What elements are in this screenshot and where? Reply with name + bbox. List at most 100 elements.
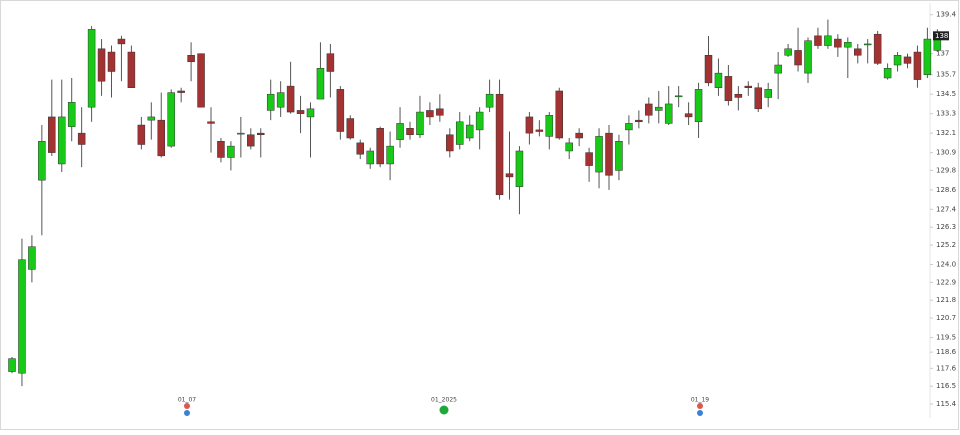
candle-body	[416, 111, 424, 136]
y-tick-label: 135.7	[936, 71, 956, 79]
candle-body	[495, 93, 504, 196]
candle-body	[694, 89, 703, 123]
candle-body	[684, 113, 693, 118]
candle-body	[97, 48, 106, 82]
event-icon	[439, 405, 449, 415]
candle-body	[127, 51, 136, 88]
candle-body	[585, 152, 593, 166]
y-tick-label: 132.1	[936, 129, 956, 137]
candle-body	[834, 38, 842, 48]
candle-body	[217, 141, 225, 158]
last-price-box	[933, 31, 949, 41]
y-tick-label: 128.6	[936, 186, 957, 194]
candle-body	[87, 29, 96, 108]
candle-body	[664, 103, 673, 124]
candle-body	[177, 90, 185, 93]
event-icon	[184, 403, 190, 409]
candle-body	[605, 132, 613, 176]
candle-body	[854, 48, 862, 56]
candle-body	[724, 76, 733, 101]
event-icon	[184, 410, 190, 416]
candle-body	[774, 64, 782, 74]
candle-body	[913, 51, 922, 80]
candle-body	[67, 102, 76, 127]
y-tick-label: 129.8	[936, 166, 956, 174]
candle-body	[38, 141, 46, 181]
candle-body	[615, 141, 623, 171]
y-tick-label: 121.8	[936, 296, 956, 304]
last-price-label: 138	[935, 32, 948, 40]
candle-body	[296, 110, 305, 114]
candle-body	[276, 92, 285, 108]
candle-body	[505, 173, 514, 178]
event-icon	[697, 410, 703, 416]
candle-body	[903, 56, 912, 64]
candle-body	[257, 132, 265, 136]
candle-body	[376, 128, 384, 165]
candle-body	[595, 136, 603, 173]
y-tick-label: 134.5	[936, 90, 956, 98]
candle-body	[396, 123, 404, 140]
candle-body	[625, 123, 633, 131]
y-tick-label: 116.5	[936, 382, 956, 390]
candle-body	[873, 33, 882, 64]
candle-body	[207, 121, 215, 124]
candle-body	[316, 68, 325, 100]
candle-body	[436, 108, 444, 116]
candle-body	[197, 53, 205, 108]
candle-body	[167, 92, 175, 147]
candle-body	[326, 53, 335, 72]
candle-body	[18, 259, 26, 374]
candle-body	[645, 103, 653, 116]
y-tick-label: 139.4	[936, 11, 957, 19]
candle-body	[844, 42, 852, 48]
candle-body	[655, 106, 663, 111]
y-tick-label: 122.9	[936, 278, 956, 286]
y-tick-label: 126.3	[936, 223, 956, 231]
y-tick-label: 133.3	[936, 110, 956, 118]
candle-body	[794, 50, 802, 66]
candle-body	[535, 129, 544, 132]
y-tick-label: 118.6	[936, 348, 957, 356]
candle-body	[764, 89, 772, 98]
candle-body	[346, 118, 355, 139]
candle-body	[814, 35, 822, 46]
candle-body	[863, 43, 872, 46]
candle-body	[117, 38, 126, 45]
candle-body	[386, 145, 394, 165]
y-tick-label: 137	[936, 50, 949, 58]
candle-body	[406, 128, 414, 136]
candle-body	[714, 72, 723, 88]
candle-body	[824, 35, 832, 46]
candle-body	[475, 111, 484, 131]
y-tick-label: 124.0	[936, 261, 956, 269]
event-label: 01_2025	[431, 397, 457, 404]
candle-body	[545, 115, 554, 137]
candle-body	[784, 48, 792, 56]
candle-body	[565, 142, 573, 152]
candle-body	[734, 93, 743, 98]
candle-body	[446, 134, 454, 152]
candle-body	[157, 119, 165, 157]
y-tick-label: 125.2	[936, 241, 956, 249]
candle-body	[754, 87, 762, 110]
candle-body	[575, 132, 583, 139]
candle-body	[923, 38, 932, 75]
candle-body	[77, 132, 86, 145]
candle-body	[456, 121, 464, 145]
candle-body	[426, 110, 434, 118]
candle-body	[286, 85, 295, 113]
candle-body	[48, 116, 56, 153]
candle-body	[58, 116, 66, 165]
y-tick-label: 120.7	[936, 314, 956, 322]
candle-body	[28, 246, 36, 270]
event-icon	[697, 403, 703, 409]
candle-body	[247, 134, 255, 147]
candle-body	[107, 51, 116, 72]
candle-body	[804, 40, 812, 74]
candle-body	[356, 142, 364, 155]
candle-body	[8, 358, 16, 372]
candle-body	[525, 116, 534, 134]
